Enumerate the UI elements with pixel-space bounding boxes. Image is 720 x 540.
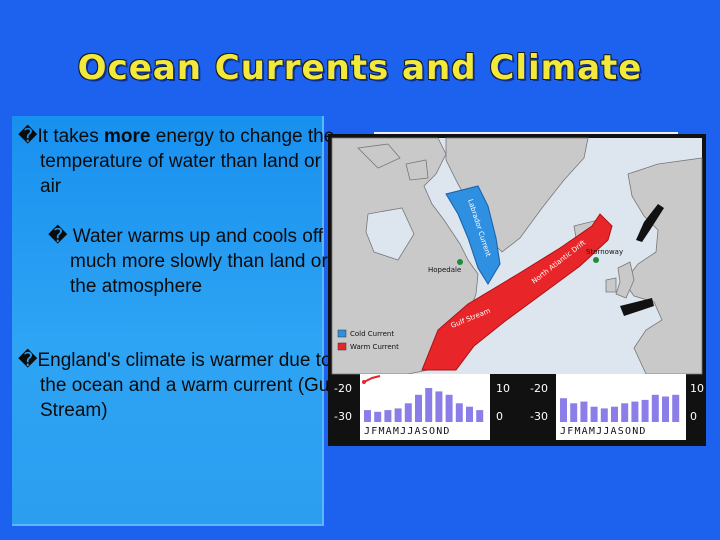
bullet-1: �It takes more energy to change the temp…: [18, 124, 340, 199]
climograph-stornoway-months: JFMAMJJASOND: [560, 426, 647, 437]
bullet-1-text-after: energy to change the temperature of wate…: [40, 126, 335, 197]
climograph-hopedale-right-tick-top: 10: [496, 382, 510, 395]
climograph-hopedale-precip-bar: [466, 406, 473, 422]
climograph-hopedale-temp-point: [362, 380, 366, 384]
climograph-hopedale-precip-bar: [384, 410, 392, 422]
slide-title: Ocean Currents and Climate: [77, 48, 643, 88]
bullet-1-text-before: It takes: [37, 126, 105, 147]
stornoway-label: Stornoway: [586, 248, 623, 256]
bullet-1-emphasis: more: [104, 126, 151, 147]
legend-cold-label: Cold Current: [350, 330, 394, 338]
climograph-hopedale-temp-line: [363, 375, 381, 383]
climograph-hopedale-precip-bar: [425, 388, 433, 422]
bullet-3-glyph: �: [18, 350, 38, 371]
climograph-stornoway-precip-bar: [631, 401, 639, 422]
europe-ridge: [620, 298, 654, 316]
climograph-hopedale: -20 -30 10 0 JFMAMJJASOND: [334, 374, 510, 440]
map-svg: Labrador Current North Atlantic Drift Gu…: [331, 137, 704, 440]
text-panel: �It takes more energy to change the temp…: [12, 116, 339, 526]
hopedale-label: Hopedale: [428, 266, 461, 274]
climograph-hopedale-precip-bar: [404, 403, 412, 422]
climograph-hopedale-precip-bar: [476, 410, 484, 422]
legend-cold-swatch: [337, 329, 347, 338]
ocean-current-map: Labrador Current North Atlantic Drift Gu…: [328, 134, 706, 446]
labrador-current-arrow: [445, 185, 501, 285]
climograph-stornoway-precip-bar: [651, 394, 659, 422]
climograph-hopedale-precip-bar: [394, 408, 402, 422]
climograph-hopedale-precip-bar: [374, 411, 382, 422]
bullet-3: �England's climate is warmer due to the …: [18, 348, 340, 423]
hopedale-marker: [457, 259, 463, 265]
climograph-stornoway-precip-bar: [560, 398, 567, 422]
british-isles-land: [615, 261, 635, 299]
bullet-1-glyph: �: [18, 126, 38, 147]
hudson-bay: [365, 207, 415, 261]
bullet-2-text: Water warms up and cools off much more s…: [67, 226, 328, 297]
warm-current-arrow: [421, 213, 613, 371]
legend-warm-label: Warm Current: [350, 343, 399, 351]
climograph-stornoway-precip-bar: [611, 406, 618, 422]
norway-ridge: [636, 204, 664, 242]
climograph-stornoway-precip-bar: [641, 399, 649, 422]
climograph-stornoway-right-tick-top: 10: [690, 382, 704, 395]
bullet-2-glyph: �: [48, 226, 68, 247]
arctic-island-1: [357, 143, 401, 169]
climograph-stornoway-precip-bar: [621, 403, 629, 422]
bullet-2: � Water warms up and cools off much more…: [48, 224, 342, 299]
climograph-stornoway-left-tick-top: -20: [530, 382, 548, 395]
climograph-hopedale-precip-bar: [364, 410, 371, 422]
climograph-hopedale-left-tick-top: -20: [334, 382, 352, 395]
ireland-land: [605, 277, 617, 293]
climograph-hopedale-left-tick-bottom: -30: [334, 410, 352, 423]
climograph-hopedale-precip-bar: [455, 403, 463, 422]
legend-warm-swatch: [337, 342, 347, 351]
arctic-island-2: [405, 159, 429, 181]
north-america-land: [331, 137, 479, 375]
climograph-stornoway-precip-bar: [570, 403, 578, 422]
bullet-3-text: England's climate is warmer due to the o…: [37, 350, 339, 421]
climograph-hopedale-precip-bar: [445, 394, 453, 422]
climograph-stornoway-precip-bar: [672, 394, 680, 422]
climograph-stornoway-precip-bar: [662, 396, 669, 422]
stornoway-marker: [593, 257, 599, 263]
climograph-stornoway-left-tick-bottom: -30: [530, 410, 548, 423]
europe-land: [623, 157, 703, 375]
climograph-stornoway-precip-bar: [590, 406, 598, 422]
climograph-hopedale-precip-bar: [415, 394, 422, 422]
climograph-hopedale-precip-bar: [435, 391, 443, 422]
climograph-stornoway: -20 -30 10 0 JFMAMJJASOND: [530, 374, 704, 440]
climograph-stornoway-precip-bar: [600, 408, 608, 422]
climograph-stornoway-right-tick-bottom: 0: [690, 410, 697, 423]
climograph-hopedale-right-tick-bottom: 0: [496, 410, 503, 423]
climograph-stornoway-precip-bar: [580, 401, 588, 422]
climograph-hopedale-months: JFMAMJJASOND: [364, 426, 451, 437]
